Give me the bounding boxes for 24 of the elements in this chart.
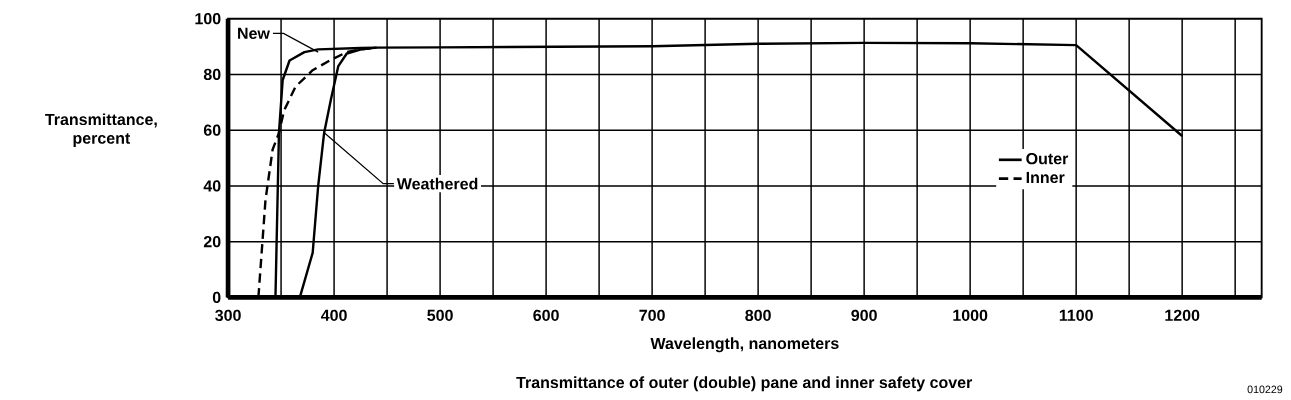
x-tick-label: 400 [320,309,347,321]
legend-label: Outer [1026,152,1069,165]
x-tick-label: 600 [533,309,559,321]
x-tick-label: 900 [851,309,877,321]
y-tick-label: 20 [203,235,221,248]
y-tick-label: 100 [195,12,221,25]
x-tick-label: 1200 [1165,309,1200,321]
y-tick-label: 40 [203,180,221,192]
y-tick-label: 80 [203,68,221,81]
x-tick-label: 800 [745,309,771,321]
text: Transmittance of outer (double) pane and inner safety cover [516,376,973,392]
x-axis-title: Wavelength, nanometers [650,337,839,353]
annotation: Weathered [396,177,478,190]
y-axis-title: Transmittance, percent [45,113,157,147]
y-tick-label: 0 [212,291,221,304]
annotation: New [238,27,270,39]
legend-label: Inner [1026,171,1065,184]
y-tick-label: 60 [203,124,221,136]
x-tick-label: 300 [215,309,241,321]
text: 010229 [1247,385,1283,394]
x-tick-label: 1000 [953,309,988,321]
x-tick-label: 500 [427,309,453,321]
x-tick-label: 700 [639,309,665,321]
x-tick-label: 1100 [1059,309,1093,321]
